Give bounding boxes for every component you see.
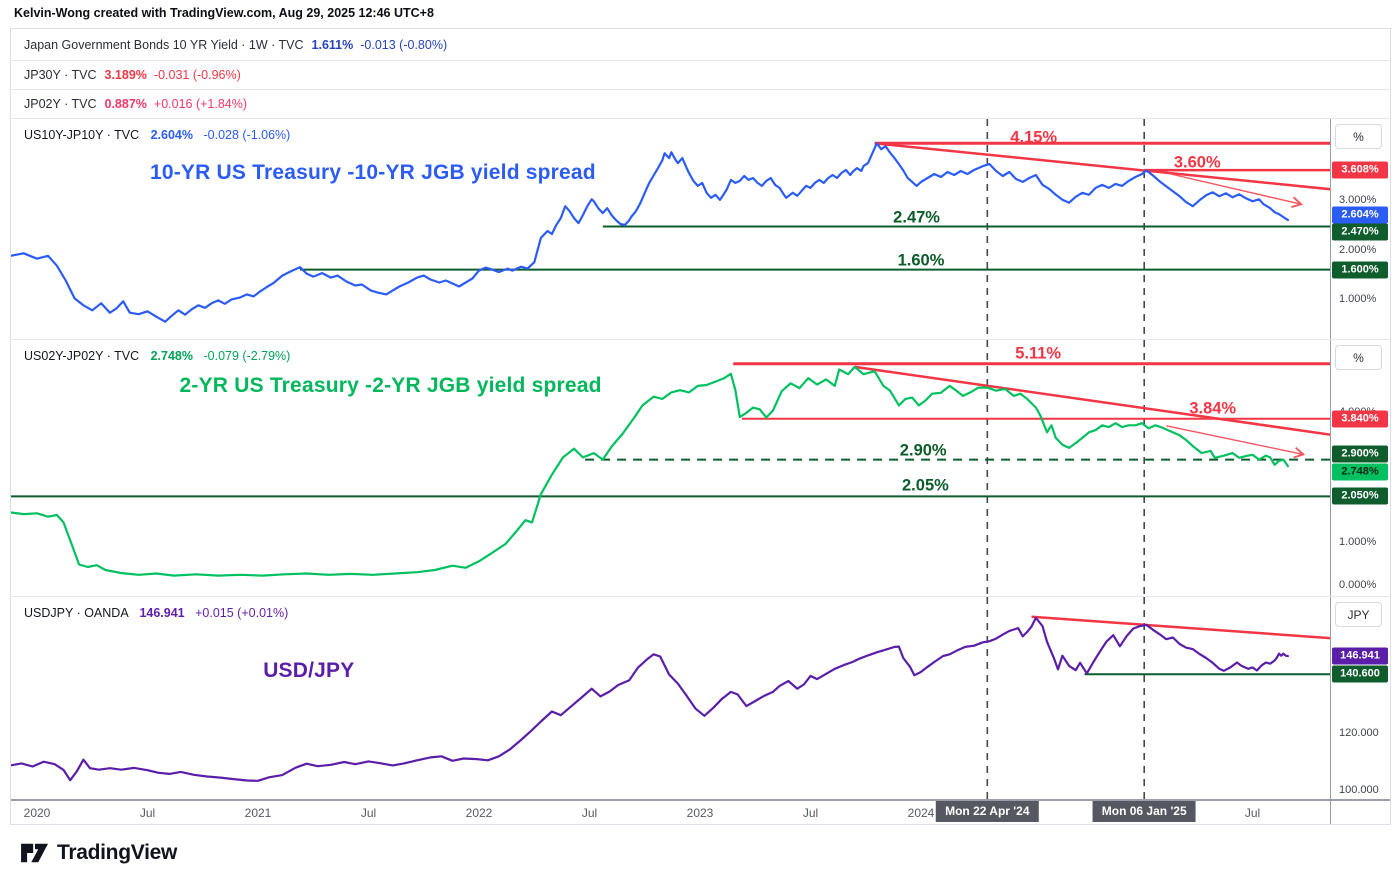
time-axis-tick: Jul <box>360 806 377 820</box>
unit-button[interactable]: % <box>1335 345 1382 370</box>
time-axis-labels: 2020Jul2021Jul2022Jul2023Jul2024JulJulMo… <box>11 801 1330 824</box>
level-label-3-84: 3.84% <box>1189 399 1237 418</box>
last-price: 3.189% <box>104 68 147 82</box>
time-axis-tick: 2022 <box>465 806 493 820</box>
symbol-name: Japan Government Bonds 10 YR Yield · 1W … <box>24 37 304 52</box>
price-change: -0.031 (-0.96%) <box>153 68 241 82</box>
symbol-name: US02Y-JP02Y · TVC <box>24 349 140 363</box>
last-price: 0.887% <box>104 97 147 111</box>
price-label: 2.050% <box>1332 487 1388 505</box>
trendline <box>874 142 1330 191</box>
trendline <box>1170 173 1303 209</box>
price-label: 1.600% <box>1332 261 1388 279</box>
us10y-jp10y-plot[interactable]: US10Y-JP10Y · TVC 2.604% -0.028 (-1.06%)… <box>11 119 1330 339</box>
price-label: 2.470% <box>1332 223 1388 241</box>
symbol-name: JP30Y · TVC <box>24 68 97 82</box>
time-axis-tick: 2024 <box>907 806 935 820</box>
time-axis[interactable]: 2020Jul2021Jul2022Jul2023Jul2024JulJulMo… <box>11 799 1390 824</box>
pane-us02y-jp02y: US02Y-JP02Y · TVC 2.748% -0.079 (-2.79%)… <box>11 339 1390 596</box>
price-change: +0.015 (+0.01%) <box>195 606 289 620</box>
y-axis-tick: 3.000% <box>1339 194 1377 207</box>
y-axis-tick: 120.000 <box>1339 726 1379 739</box>
price-label: 2.900% <box>1332 445 1388 463</box>
level-label-2-47: 2.47% <box>893 208 940 227</box>
tradingview-logo-text: TradingView <box>57 841 178 864</box>
price-change: +0.016 (+1.84%) <box>153 97 248 111</box>
y-axis-tick: 1.000% <box>1339 293 1377 306</box>
pane-legend[interactable]: USDJPY · OANDA 146.941 +0.015 (+0.01%) <box>24 606 288 620</box>
y-axis-tick: 2.000% <box>1339 243 1377 256</box>
symbol-row-jp02y[interactable]: JP02Y · TVC 0.887% +0.016 (+1.84%) <box>11 90 1390 119</box>
us10y-jp10y-chart[interactable] <box>11 119 1330 339</box>
price-label: 3.840% <box>1332 410 1388 428</box>
last-price: 1.611% <box>311 37 354 52</box>
tradingview-logo-icon <box>21 843 48 863</box>
chart-widget: Japan Government Bonds 10 YR Yield · 1W … <box>10 28 1391 825</box>
pane-us10y-jp10y: US10Y-JP10Y · TVC 2.604% -0.028 (-1.06%)… <box>11 119 1390 339</box>
pane-legend[interactable]: US02Y-JP02Y · TVC 2.748% -0.079 (-2.79%) <box>24 349 290 363</box>
price-scale[interactable]: % 4.000%1.000%0.000%3.840%2.900%2.748%2.… <box>1330 340 1390 596</box>
y-axis-tick: 0.000% <box>1339 579 1377 592</box>
symbol-name: JP02Y · TVC <box>24 97 97 111</box>
time-axis-corner <box>1330 801 1390 824</box>
us02y-jp02y-series <box>11 365 1290 577</box>
price-scale[interactable]: JPY 120.000 100.000 146.941 140.600 <box>1330 597 1390 799</box>
credit-line: Kelvin-Wong created with TradingView.com… <box>14 6 434 20</box>
last-price: 146.941 <box>139 606 185 620</box>
last-price: 2.604% <box>150 128 193 142</box>
price-change: -0.028 (-1.06%) <box>203 128 291 142</box>
pane3-title: USD/JPY <box>263 659 355 683</box>
price-change: -0.079 (-2.79%) <box>203 349 291 363</box>
pane-legend[interactable]: US10Y-JP10Y · TVC 2.604% -0.028 (-1.06%) <box>24 128 290 142</box>
price-label: 2.748% <box>1332 463 1388 481</box>
y-axis-tick: 100.000 <box>1339 783 1379 796</box>
date-badge: Mon 06 Jan '25 <box>1092 801 1196 822</box>
pane-usdjpy: USDJPY · OANDA 146.941 +0.015 (+0.01%) U… <box>11 596 1390 799</box>
level-label-2-05: 2.05% <box>902 476 949 495</box>
us02y-jp02y-chart[interactable] <box>11 340 1330 596</box>
trendline <box>854 365 1330 436</box>
price-label: 2.604% <box>1332 206 1388 224</box>
level-label-5-11: 5.11% <box>1015 344 1062 363</box>
date-badge: Mon 22 Apr '24 <box>936 801 1039 822</box>
price-label: 146.941 <box>1332 647 1388 665</box>
price-scale[interactable]: % 3.000% 2.000% 1.000% 3.608% 2.604% 2.470% 1.… <box>1330 119 1390 339</box>
us02y-jp02y-plot[interactable]: US02Y-JP02Y · TVC 2.748% -0.079 (-2.79%)… <box>11 340 1330 596</box>
usdjpy-series <box>11 616 1290 782</box>
time-axis-tick: 2021 <box>244 806 272 820</box>
unit-button[interactable]: JPY <box>1335 602 1382 627</box>
symbol-name: USDJPY · OANDA <box>24 606 128 620</box>
time-axis-tick: Jul <box>581 806 598 820</box>
level-label-4-15: 4.15% <box>1010 128 1058 147</box>
usdjpy-chart[interactable] <box>11 597 1330 799</box>
tradingview-footer: TradingView <box>21 840 177 866</box>
us10y-jp10y-series <box>11 142 1290 323</box>
usdjpy-plot[interactable]: USDJPY · OANDA 146.941 +0.015 (+0.01%) U… <box>11 597 1330 799</box>
symbol-row-jp10y[interactable]: Japan Government Bonds 10 YR Yield · 1W … <box>11 29 1390 61</box>
time-axis-tick: Jul <box>802 806 819 820</box>
time-axis-tick: 2020 <box>23 806 51 820</box>
time-axis-tick: 2023 <box>686 806 714 820</box>
level-label-3-60: 3.60% <box>1173 153 1221 172</box>
symbol-name: US10Y-JP10Y · TVC <box>24 128 140 142</box>
time-axis-tick: Jul <box>1244 806 1261 820</box>
y-axis-tick: 1.000% <box>1339 535 1377 548</box>
symbol-row-jp30y[interactable]: JP30Y · TVC 3.189% -0.031 (-0.96%) <box>11 61 1390 90</box>
trendline <box>1031 615 1330 640</box>
price-label: 3.608% <box>1332 161 1388 179</box>
level-label-2-90: 2.90% <box>899 441 947 460</box>
time-axis-tick: Jul <box>139 806 156 820</box>
pane2-title: 2-YR US Treasury -2-YR JGB yield spread <box>179 373 602 397</box>
price-change: -0.013 (-0.80%) <box>360 37 448 52</box>
level-label-1-60: 1.60% <box>897 251 945 270</box>
unit-button[interactable]: % <box>1335 124 1382 149</box>
trendline <box>1166 425 1306 459</box>
last-price: 2.748% <box>150 349 193 363</box>
pane1-title: 10-YR US Treasury -10-YR JGB yield sprea… <box>149 161 596 184</box>
price-label: 140.600 <box>1332 665 1388 683</box>
